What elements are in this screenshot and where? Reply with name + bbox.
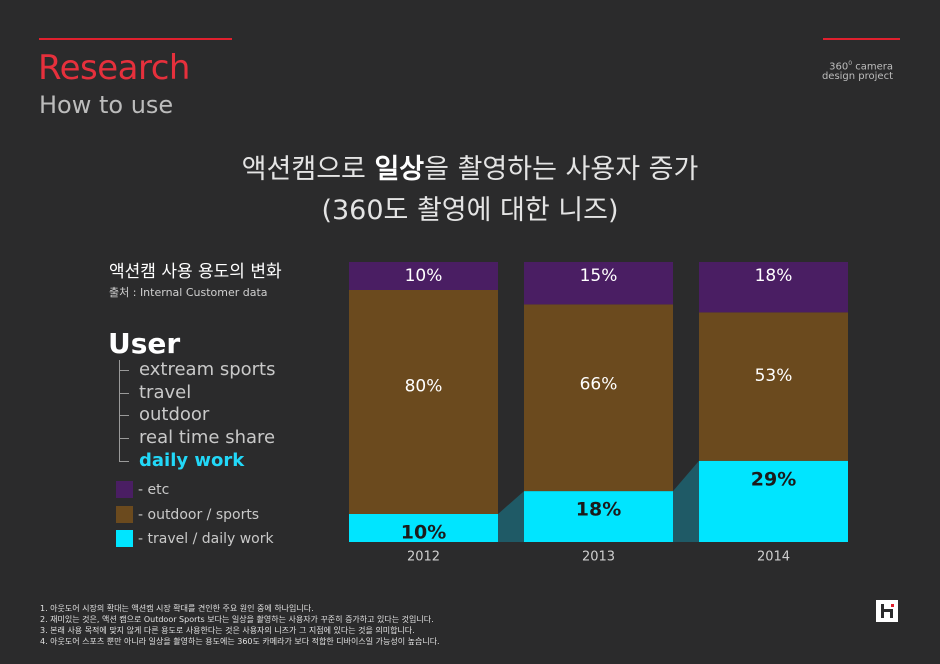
headline-line2: (360도 촬영에 대한 니즈): [321, 195, 619, 226]
tree-tick: [120, 393, 129, 394]
project-label-degree: 0: [848, 60, 853, 67]
bar-data-label: 29%: [751, 468, 796, 490]
bar-segment: [349, 514, 498, 542]
bar-data-label: 53%: [755, 366, 793, 386]
tree-tick: [120, 461, 129, 462]
bar-data-label: 80%: [405, 376, 443, 396]
title-rule: [39, 38, 232, 40]
project-label-number: 360: [829, 61, 849, 73]
page-title: Research: [38, 48, 190, 88]
bar-segment: [349, 290, 498, 514]
bar-connector: [498, 491, 524, 542]
tree-line: [119, 360, 120, 462]
user-item-extream-sports: extream sports: [139, 359, 276, 380]
headline-line1: 액션캠으로 일상을 촬영하는 사용자 증가: [0, 153, 940, 187]
footnote-2: 2. 재미있는 것은, 액션 캠으로 Outdoor Sports 보다는 일상…: [40, 615, 434, 624]
chart-title: 액션캠 사용 용도의 변화: [109, 262, 282, 282]
bar-segment: [524, 491, 673, 542]
bar-segment: [349, 262, 498, 290]
bar-data-label: 10%: [401, 522, 446, 544]
user-item-outdoor: outdoor: [139, 404, 210, 425]
bar-segment: [699, 460, 848, 542]
bar-connector: [673, 460, 699, 542]
bar-segment: [699, 262, 848, 313]
tree-tick: [120, 370, 129, 371]
bar-segment: [524, 262, 673, 305]
headline-after: 을 촬영하는 사용자 증가: [424, 154, 699, 185]
headline-highlight: 일상: [374, 154, 425, 185]
legend-label-etc: - etc: [138, 482, 170, 498]
project-label-line2: design project: [821, 71, 893, 82]
project-label-line1: 3600 camera: [829, 58, 893, 73]
legend-swatch-etc: [116, 481, 133, 498]
user-item-daily-work: daily work: [139, 450, 245, 471]
bar-data-label: 15%: [580, 266, 618, 286]
legend-swatch-outdoor-sports: [116, 506, 133, 523]
brand-logo: [876, 600, 898, 622]
project-label-camera: camera: [852, 61, 893, 73]
legend-swatch-travel-daily-work: [116, 530, 133, 547]
user-heading: User: [108, 327, 181, 360]
tree-tick: [120, 415, 129, 416]
tree-tick: [120, 438, 129, 439]
headline-before: 액션캠으로: [241, 154, 375, 185]
footnote-1: 1. 아웃도어 시장의 확대는 액션캠 시장 확대를 견인한 주요 원인 중에 …: [40, 604, 314, 613]
project-rule: [823, 38, 900, 40]
footnote-4: 4. 아웃도어 스포츠 뿐만 아니라 일상을 촬영하는 용도에는 360도 카메…: [40, 637, 440, 646]
legend-label-travel-daily-work: - travel / daily work: [138, 531, 274, 547]
footnote-3: 3. 본래 사용 목적에 맞지 않게 다른 용도로 사용한다는 것은 사용자의 …: [40, 626, 415, 635]
bar-segment: [524, 304, 673, 492]
bar-data-label: 18%: [755, 266, 793, 286]
brand-logo-icon: [881, 604, 894, 618]
x-tick-label: 2013: [582, 550, 615, 565]
bar-segment: [699, 312, 848, 461]
x-tick-label: 2012: [407, 550, 440, 565]
bar-data-label: 10%: [405, 266, 443, 286]
chart-source: 출처 : Internal Customer data: [109, 286, 268, 299]
bar-data-label: 18%: [576, 499, 621, 521]
page-subtitle: How to use: [39, 91, 174, 119]
bar-data-label: 66%: [580, 375, 618, 395]
user-item-travel: travel: [139, 382, 192, 403]
user-item-real-time-share: real time share: [139, 427, 276, 448]
legend-label-outdoor-sports: - outdoor / sports: [138, 507, 260, 523]
x-tick-label: 2014: [757, 550, 790, 565]
